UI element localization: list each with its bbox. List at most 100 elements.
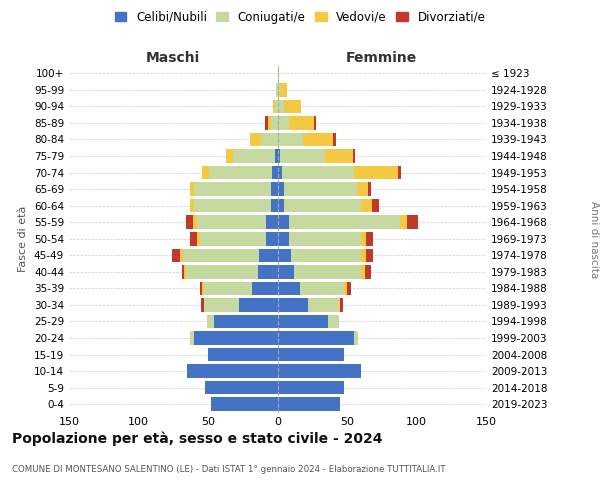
Bar <box>277 199 284 212</box>
Bar <box>194 332 277 345</box>
Bar <box>239 298 277 312</box>
Bar <box>277 282 300 295</box>
Bar <box>344 282 347 295</box>
Bar <box>209 166 272 179</box>
Bar <box>205 381 277 394</box>
Bar <box>277 332 354 345</box>
Bar <box>275 149 277 163</box>
Bar <box>200 282 202 295</box>
Bar <box>277 182 284 196</box>
Bar <box>289 116 314 130</box>
Bar <box>180 248 183 262</box>
Text: Femmine: Femmine <box>346 51 418 65</box>
Bar <box>266 232 277 245</box>
Bar <box>277 66 279 80</box>
Bar <box>333 132 336 146</box>
Bar <box>372 199 379 212</box>
Bar <box>294 265 361 278</box>
Bar <box>328 314 338 328</box>
Bar <box>340 298 343 312</box>
Bar <box>367 232 373 245</box>
Bar <box>271 116 277 130</box>
Bar <box>190 182 194 196</box>
Bar <box>274 100 275 113</box>
Bar <box>202 282 204 295</box>
Bar <box>194 199 271 212</box>
Bar <box>277 100 284 113</box>
Legend: Celibi/Nubili, Coniugati/e, Vedovi/e, Divorziati/e: Celibi/Nubili, Coniugati/e, Vedovi/e, Di… <box>110 6 490 28</box>
Bar <box>277 265 294 278</box>
Bar <box>284 182 357 196</box>
Bar <box>204 282 253 295</box>
Bar <box>277 398 340 411</box>
Bar <box>233 149 275 163</box>
Bar <box>208 348 277 362</box>
Bar <box>276 83 277 96</box>
Bar <box>292 248 361 262</box>
Bar <box>194 182 271 196</box>
Bar <box>172 248 180 262</box>
Bar <box>365 265 371 278</box>
Bar <box>204 298 239 312</box>
Bar <box>277 116 289 130</box>
Bar <box>193 216 197 229</box>
Bar <box>186 265 258 278</box>
Bar <box>197 216 266 229</box>
Bar <box>300 282 344 295</box>
Bar <box>271 182 277 196</box>
Text: Anni di nascita: Anni di nascita <box>589 202 599 278</box>
Bar <box>368 182 371 196</box>
Text: COMUNE DI MONTESANO SALENTINO (LE) - Dati ISTAT 1° gennaio 2024 - Elaborazione T: COMUNE DI MONTESANO SALENTINO (LE) - Dat… <box>12 466 445 474</box>
Bar <box>211 398 277 411</box>
Bar <box>284 100 301 113</box>
Bar <box>183 248 259 262</box>
Bar <box>407 216 418 229</box>
Bar <box>277 132 302 146</box>
Bar <box>284 199 361 212</box>
Bar <box>361 199 372 212</box>
Bar <box>187 364 277 378</box>
Bar <box>272 166 277 179</box>
Bar <box>277 149 280 163</box>
Bar <box>258 265 277 278</box>
Bar <box>214 314 277 328</box>
Bar <box>277 248 292 262</box>
Bar <box>202 166 209 179</box>
Bar <box>200 232 266 245</box>
Bar <box>275 100 277 113</box>
Bar <box>314 116 316 130</box>
Bar <box>277 298 308 312</box>
Bar <box>277 364 361 378</box>
Bar <box>277 166 281 179</box>
Bar <box>357 182 368 196</box>
Bar <box>280 149 325 163</box>
Bar <box>398 166 401 179</box>
Bar <box>250 132 261 146</box>
Bar <box>186 216 193 229</box>
Bar <box>308 298 338 312</box>
Text: Popolazione per età, sesso e stato civile - 2024: Popolazione per età, sesso e stato civil… <box>12 431 383 446</box>
Bar <box>367 248 373 262</box>
Bar <box>226 149 233 163</box>
Bar <box>253 282 277 295</box>
Bar <box>277 232 289 245</box>
Y-axis label: Fasce di età: Fasce di età <box>19 206 28 272</box>
Bar <box>277 216 289 229</box>
Bar <box>277 83 280 96</box>
Bar <box>259 248 277 262</box>
Bar <box>265 116 268 130</box>
Bar <box>302 132 333 146</box>
Bar <box>325 149 353 163</box>
Bar <box>277 381 344 394</box>
Bar <box>338 298 340 312</box>
Bar <box>400 216 407 229</box>
Bar <box>184 265 186 278</box>
Bar <box>354 166 398 179</box>
Bar <box>353 149 355 163</box>
Bar <box>277 348 344 362</box>
Bar <box>201 298 204 312</box>
Bar <box>190 199 194 212</box>
Text: Maschi: Maschi <box>146 51 200 65</box>
Bar <box>261 132 277 146</box>
Bar <box>347 282 351 295</box>
